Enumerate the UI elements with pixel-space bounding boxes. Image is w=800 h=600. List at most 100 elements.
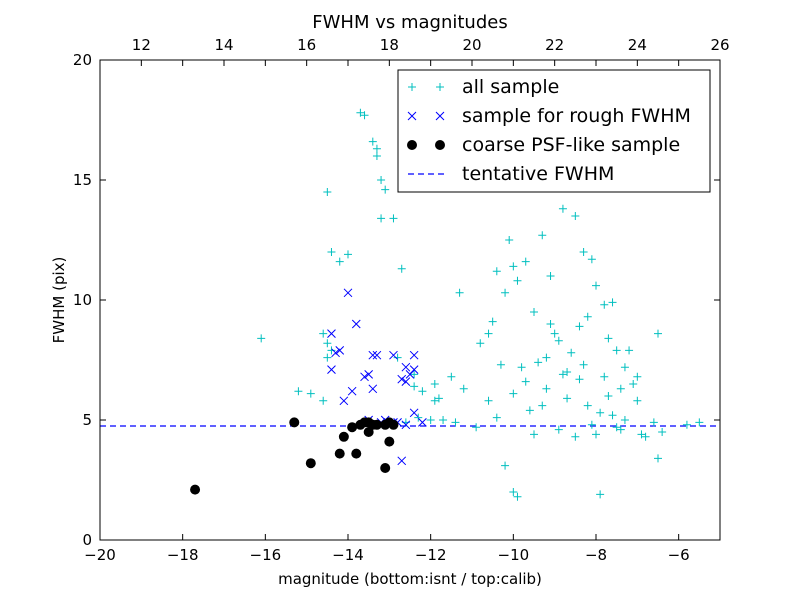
rough-fwhm-point — [364, 370, 374, 379]
rough-fwhm-point — [327, 329, 336, 338]
all-sample-point — [327, 248, 336, 256]
all-sample-point — [592, 281, 600, 290]
top-x-tick-label: 12 — [132, 36, 151, 54]
top-x-tick-label: 26 — [710, 36, 729, 54]
all-sample-point — [356, 108, 365, 117]
all-sample-point — [451, 418, 460, 427]
psf-sample-point — [305, 458, 316, 469]
psf-sample-point — [351, 448, 362, 459]
rough-fwhm-point — [409, 408, 419, 418]
all-sample-point — [583, 312, 592, 321]
all-sample-point — [546, 320, 555, 328]
all-sample-point — [509, 488, 518, 496]
rough-fwhm-point — [397, 374, 407, 384]
top-x-tick-label: 14 — [214, 36, 233, 54]
all-sample-point — [654, 329, 662, 338]
psf-sample-point — [190, 484, 201, 495]
rough-fwhm-point — [368, 350, 378, 360]
y-tick-label: 5 — [82, 411, 92, 429]
all-sample-point — [472, 423, 481, 432]
rough-fwhm-point — [397, 456, 407, 466]
all-sample-point — [410, 370, 419, 379]
all-sample-point — [368, 137, 377, 146]
psf-sample-point — [334, 448, 345, 459]
all-sample-point — [608, 298, 617, 307]
all-sample-point — [360, 111, 369, 120]
all-sample-point — [319, 396, 328, 405]
all-sample-point — [335, 257, 344, 266]
all-sample-point — [633, 396, 642, 405]
all-sample-point — [633, 372, 642, 381]
all-sample-point — [447, 372, 456, 381]
all-sample-point — [414, 413, 423, 422]
rough-fwhm-point — [409, 350, 419, 360]
legend-marker-rough-fwhm — [407, 111, 417, 121]
all-sample-point — [571, 432, 580, 441]
all-sample-point — [496, 360, 505, 369]
legend-marker-psf-sample — [407, 140, 417, 150]
all-sample-point — [534, 358, 543, 367]
all-sample-point — [629, 380, 638, 388]
rough-fwhm-point — [401, 362, 411, 372]
all-sample-point — [554, 425, 563, 434]
data-marks — [100, 108, 720, 501]
psf-sample-point — [355, 419, 366, 430]
all-sample-point — [625, 346, 634, 355]
y-axis-label: FWHM (pix) — [50, 257, 68, 344]
all-sample-point — [571, 212, 580, 220]
psf-sample-point — [384, 417, 395, 428]
psf-sample-point — [384, 436, 395, 447]
psf-sample-point — [371, 419, 382, 430]
all-sample-point — [695, 418, 704, 427]
all-sample-point — [604, 334, 613, 343]
all-sample-point — [257, 334, 266, 343]
legend-marker-rough-fwhm — [435, 111, 445, 121]
all-sample-point — [600, 372, 609, 381]
all-sample-point — [389, 214, 398, 223]
all-sample-point — [658, 428, 667, 436]
all-sample-point — [563, 368, 572, 376]
top-x-tick-label: 24 — [628, 36, 647, 54]
all-sample-point — [579, 360, 588, 369]
top-x-tick-label: 20 — [462, 36, 481, 54]
all-sample-point — [554, 336, 563, 345]
all-sample-point — [372, 144, 381, 153]
all-sample-point — [596, 490, 605, 499]
all-sample-point — [294, 387, 303, 396]
all-sample-point — [641, 432, 650, 441]
all-sample-point — [393, 353, 402, 362]
legend-marker-all-sample — [436, 83, 444, 91]
rough-fwhm-point — [339, 396, 349, 406]
rough-fwhm-point — [401, 377, 411, 386]
all-sample-point — [430, 396, 439, 405]
all-sample-point — [575, 375, 584, 384]
top-x-tick-label: 16 — [297, 36, 316, 54]
y-tick-label: 10 — [73, 291, 92, 309]
all-sample-point — [430, 380, 439, 388]
rough-fwhm-point — [347, 386, 357, 396]
all-sample-point — [517, 363, 526, 372]
all-sample-point — [323, 188, 332, 196]
all-sample-point — [558, 370, 567, 379]
all-sample-point — [418, 387, 427, 396]
all-sample-point — [620, 363, 629, 372]
x-axis-label: magnitude (bottom:isnt / top:calib) — [278, 570, 542, 588]
all-sample-point — [612, 346, 621, 355]
all-sample-point — [567, 348, 576, 357]
all-sample-point — [492, 267, 501, 276]
all-sample-point — [513, 276, 522, 285]
x-tick-label: −10 — [498, 546, 530, 564]
legend-marker-all-sample — [408, 83, 416, 91]
all-sample-point — [439, 416, 448, 424]
all-sample-point — [455, 288, 464, 297]
all-sample-point — [538, 401, 547, 410]
all-sample-point — [563, 394, 572, 403]
all-sample-point — [327, 346, 336, 355]
y-tick-label: 20 — [73, 51, 92, 69]
all-sample-point — [476, 339, 485, 348]
rough-fwhm-point — [368, 384, 378, 394]
legend-label-all-sample: all sample — [462, 76, 559, 98]
rough-fwhm-point — [401, 420, 411, 430]
rough-fwhm-point — [351, 319, 361, 329]
